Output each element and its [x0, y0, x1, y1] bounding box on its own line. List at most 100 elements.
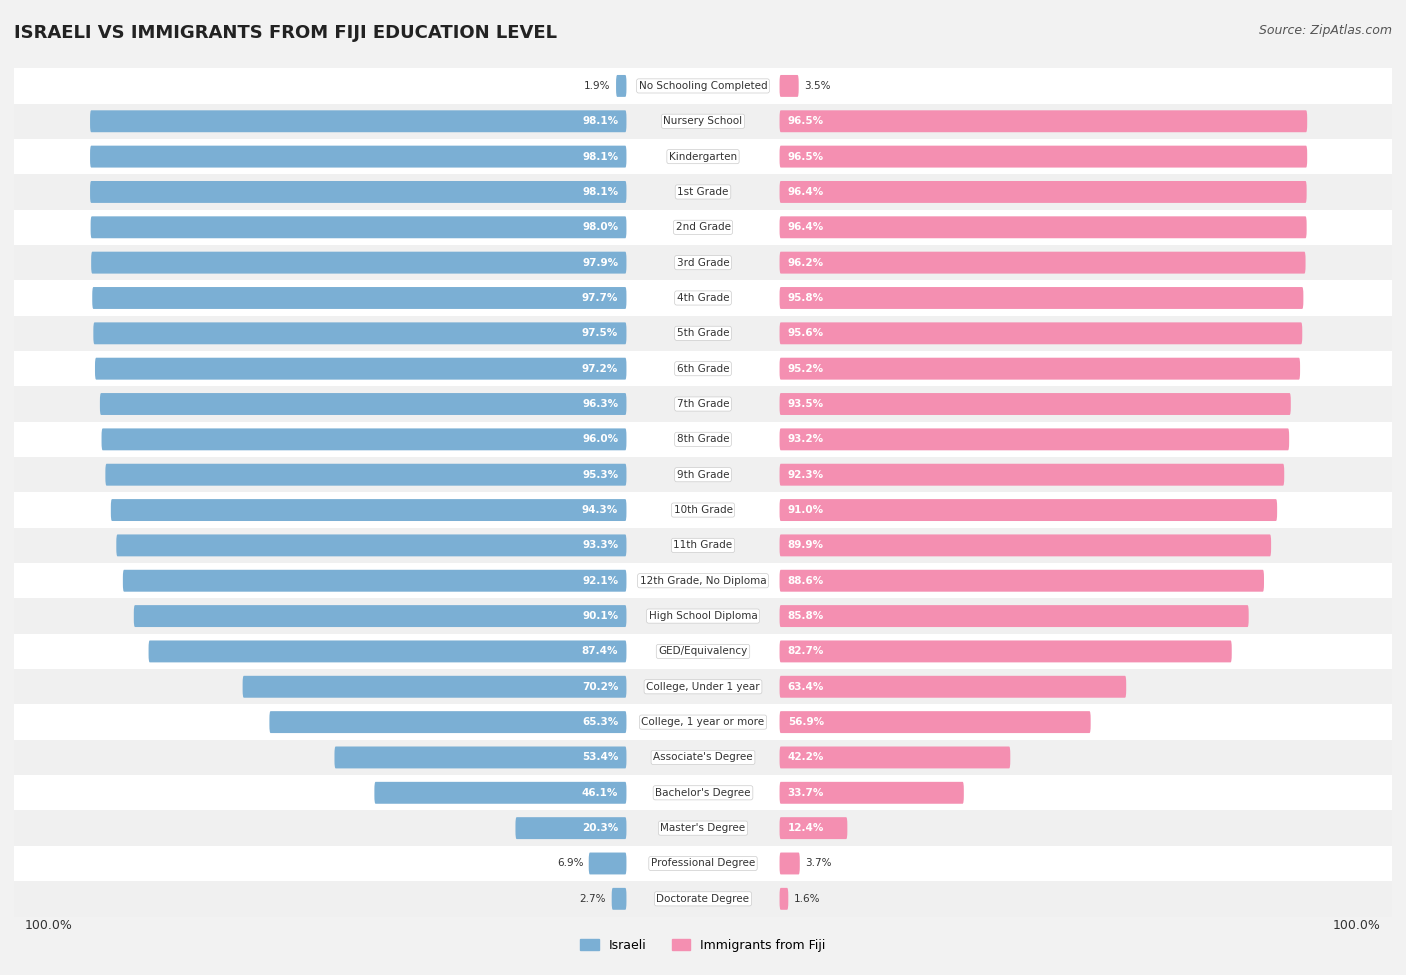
Text: 100.0%: 100.0% [1333, 918, 1381, 932]
FancyBboxPatch shape [14, 316, 1392, 351]
Text: 90.1%: 90.1% [582, 611, 619, 621]
Text: 87.4%: 87.4% [582, 646, 619, 656]
Text: 92.1%: 92.1% [582, 575, 619, 586]
FancyBboxPatch shape [779, 110, 1308, 133]
FancyBboxPatch shape [14, 810, 1392, 846]
FancyBboxPatch shape [779, 852, 800, 875]
Text: 97.5%: 97.5% [582, 329, 619, 338]
FancyBboxPatch shape [779, 817, 848, 839]
FancyBboxPatch shape [779, 569, 1264, 592]
FancyBboxPatch shape [14, 386, 1392, 421]
Text: 65.3%: 65.3% [582, 717, 619, 727]
FancyBboxPatch shape [105, 464, 627, 486]
Text: 96.2%: 96.2% [787, 257, 824, 268]
Text: 96.0%: 96.0% [582, 434, 619, 445]
FancyBboxPatch shape [90, 145, 627, 168]
Text: 10th Grade: 10th Grade [673, 505, 733, 515]
Text: 9th Grade: 9th Grade [676, 470, 730, 480]
FancyBboxPatch shape [14, 599, 1392, 634]
FancyBboxPatch shape [779, 499, 1277, 521]
FancyBboxPatch shape [779, 145, 1308, 168]
FancyBboxPatch shape [90, 216, 627, 238]
Text: 46.1%: 46.1% [582, 788, 619, 798]
Text: Nursery School: Nursery School [664, 116, 742, 127]
Text: 93.3%: 93.3% [582, 540, 619, 551]
FancyBboxPatch shape [779, 428, 1289, 450]
FancyBboxPatch shape [93, 323, 627, 344]
Text: 95.6%: 95.6% [787, 329, 824, 338]
FancyBboxPatch shape [779, 641, 1232, 662]
FancyBboxPatch shape [14, 881, 1392, 916]
Text: 1.6%: 1.6% [794, 894, 820, 904]
FancyBboxPatch shape [90, 181, 627, 203]
Text: 98.1%: 98.1% [582, 151, 619, 162]
Text: 82.7%: 82.7% [787, 646, 824, 656]
FancyBboxPatch shape [779, 393, 1291, 415]
FancyBboxPatch shape [14, 421, 1392, 457]
FancyBboxPatch shape [122, 569, 627, 592]
Text: College, Under 1 year: College, Under 1 year [647, 682, 759, 692]
Text: 98.1%: 98.1% [582, 187, 619, 197]
FancyBboxPatch shape [14, 634, 1392, 669]
Text: 11th Grade: 11th Grade [673, 540, 733, 551]
Text: No Schooling Completed: No Schooling Completed [638, 81, 768, 91]
Text: ISRAELI VS IMMIGRANTS FROM FIJI EDUCATION LEVEL: ISRAELI VS IMMIGRANTS FROM FIJI EDUCATIO… [14, 24, 557, 42]
FancyBboxPatch shape [335, 747, 627, 768]
Text: 96.5%: 96.5% [787, 151, 824, 162]
Text: 12.4%: 12.4% [787, 823, 824, 834]
FancyBboxPatch shape [91, 252, 627, 274]
Text: 88.6%: 88.6% [787, 575, 824, 586]
FancyBboxPatch shape [779, 747, 1011, 768]
Text: College, 1 year or more: College, 1 year or more [641, 717, 765, 727]
FancyBboxPatch shape [14, 564, 1392, 599]
FancyBboxPatch shape [779, 181, 1306, 203]
Text: 3.7%: 3.7% [806, 858, 832, 869]
FancyBboxPatch shape [101, 428, 627, 450]
FancyBboxPatch shape [243, 676, 627, 698]
FancyBboxPatch shape [779, 216, 1306, 238]
Text: 95.3%: 95.3% [582, 470, 619, 480]
Text: 95.2%: 95.2% [787, 364, 824, 373]
Text: Professional Degree: Professional Degree [651, 858, 755, 869]
Text: 93.2%: 93.2% [787, 434, 824, 445]
Text: 53.4%: 53.4% [582, 753, 619, 762]
FancyBboxPatch shape [14, 704, 1392, 740]
FancyBboxPatch shape [14, 351, 1392, 386]
FancyBboxPatch shape [270, 711, 627, 733]
FancyBboxPatch shape [779, 605, 1249, 627]
Text: 97.2%: 97.2% [582, 364, 619, 373]
FancyBboxPatch shape [779, 323, 1302, 344]
FancyBboxPatch shape [516, 817, 627, 839]
Text: 96.4%: 96.4% [787, 187, 824, 197]
FancyBboxPatch shape [14, 775, 1392, 810]
Text: 6th Grade: 6th Grade [676, 364, 730, 373]
FancyBboxPatch shape [374, 782, 627, 803]
Text: Doctorate Degree: Doctorate Degree [657, 894, 749, 904]
FancyBboxPatch shape [612, 888, 627, 910]
FancyBboxPatch shape [779, 534, 1271, 557]
FancyBboxPatch shape [14, 457, 1392, 492]
Text: Master's Degree: Master's Degree [661, 823, 745, 834]
FancyBboxPatch shape [589, 852, 627, 875]
Text: 70.2%: 70.2% [582, 682, 619, 692]
FancyBboxPatch shape [779, 287, 1303, 309]
FancyBboxPatch shape [96, 358, 627, 379]
Text: 7th Grade: 7th Grade [676, 399, 730, 410]
Text: Bachelor's Degree: Bachelor's Degree [655, 788, 751, 798]
Text: 96.5%: 96.5% [787, 116, 824, 127]
Text: 33.7%: 33.7% [787, 788, 824, 798]
FancyBboxPatch shape [779, 888, 789, 910]
Text: 1st Grade: 1st Grade [678, 187, 728, 197]
Text: 5th Grade: 5th Grade [676, 329, 730, 338]
FancyBboxPatch shape [14, 281, 1392, 316]
Text: 96.4%: 96.4% [787, 222, 824, 232]
FancyBboxPatch shape [779, 782, 965, 803]
Text: Kindergarten: Kindergarten [669, 151, 737, 162]
FancyBboxPatch shape [111, 499, 627, 521]
FancyBboxPatch shape [779, 464, 1284, 486]
FancyBboxPatch shape [149, 641, 627, 662]
Text: 3.5%: 3.5% [804, 81, 831, 91]
Text: 100.0%: 100.0% [25, 918, 73, 932]
FancyBboxPatch shape [14, 492, 1392, 527]
FancyBboxPatch shape [14, 669, 1392, 704]
